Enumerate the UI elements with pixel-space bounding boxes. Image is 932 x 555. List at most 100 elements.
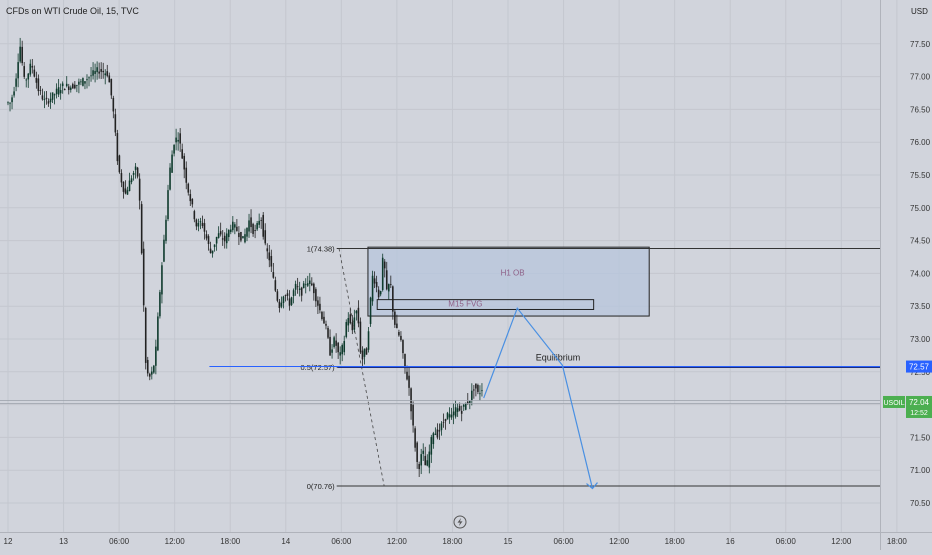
candle-body xyxy=(114,114,117,133)
currency-label[interactable]: USD xyxy=(911,7,928,16)
candle-body xyxy=(35,77,38,83)
y-tick-label: 76.50 xyxy=(910,105,931,114)
candle-body xyxy=(110,78,113,96)
candle-body xyxy=(49,98,52,103)
candle-body xyxy=(308,280,311,284)
candle-body xyxy=(59,90,62,94)
candle-body xyxy=(217,233,220,238)
y-tick-label: 76.00 xyxy=(910,138,931,147)
candle-body xyxy=(333,337,335,347)
candle-body xyxy=(229,229,232,232)
candle-body xyxy=(199,221,202,223)
candle-body xyxy=(142,248,145,306)
x-tick-label: 12:00 xyxy=(387,537,408,546)
candle-body xyxy=(462,404,465,407)
candle-body xyxy=(223,235,226,242)
candle-body xyxy=(471,390,473,401)
candle-body xyxy=(282,296,285,304)
candle-body xyxy=(151,371,153,375)
candle-body xyxy=(456,408,459,412)
candle-body xyxy=(373,278,376,284)
candle-body xyxy=(136,167,139,177)
current-price-badge-text: 72.04 xyxy=(909,398,930,407)
candle-body xyxy=(349,314,352,324)
candle-body xyxy=(53,94,56,96)
candle-body xyxy=(442,422,445,424)
candle-body xyxy=(67,86,70,90)
candle-body xyxy=(315,289,317,302)
equilibrium-label: Equilibrium xyxy=(536,353,581,363)
candle-body xyxy=(76,84,78,86)
h1-ob-zone xyxy=(367,246,650,317)
x-tick-label: 06:00 xyxy=(554,537,575,546)
candle-body xyxy=(296,286,299,288)
candle-body xyxy=(266,248,269,252)
candle-body xyxy=(47,101,50,104)
candle-body xyxy=(434,433,437,435)
candle-body xyxy=(41,95,44,100)
candle-body xyxy=(86,79,88,81)
candle-body xyxy=(157,316,159,351)
x-tick-label: 18:00 xyxy=(887,537,908,546)
candle-body xyxy=(234,224,236,228)
y-tick-label: 71.50 xyxy=(910,433,931,442)
candle-body xyxy=(438,430,441,432)
candle-body xyxy=(280,302,283,307)
h1-ob-label: H1 OB xyxy=(501,268,525,277)
candle-body xyxy=(418,464,420,470)
candle-body xyxy=(383,261,386,269)
y-tick-label: 73.00 xyxy=(910,335,931,344)
candle-body xyxy=(236,226,238,231)
y-tick-label: 74.50 xyxy=(910,237,931,246)
candle-body xyxy=(365,348,368,355)
candle-body xyxy=(57,87,60,95)
candle-body xyxy=(276,291,279,301)
y-tick-label: 70.50 xyxy=(910,499,931,508)
candle-body xyxy=(84,81,86,84)
candle-body xyxy=(213,244,216,248)
x-tick-label: 12:00 xyxy=(165,537,186,546)
annotations: 1(74.38) 0.5(72.57) 0(70.76) Equilibrium xyxy=(0,244,880,491)
candle-body xyxy=(13,91,15,96)
candles xyxy=(7,37,483,478)
candle-body xyxy=(240,232,242,241)
fib-level-label: 1(74.38) xyxy=(307,244,335,253)
lightning-icon[interactable] xyxy=(453,515,467,529)
candle-body xyxy=(272,272,275,278)
candle-body xyxy=(325,323,327,326)
candle-body xyxy=(94,70,96,74)
candle-body xyxy=(440,423,443,431)
candle-body xyxy=(80,81,82,83)
candle-body xyxy=(357,307,360,324)
candle-body xyxy=(394,311,396,325)
candle-body xyxy=(270,256,273,267)
candle-body xyxy=(359,321,362,353)
candle-body xyxy=(82,78,84,86)
candle-body xyxy=(337,342,339,353)
candle-body xyxy=(144,307,147,363)
candle-body xyxy=(37,78,40,92)
candle-body xyxy=(256,223,258,230)
candle-body xyxy=(426,460,429,466)
candle-body xyxy=(183,155,186,170)
candle-body xyxy=(98,71,100,74)
candle-body xyxy=(294,283,297,290)
candle-body xyxy=(286,293,289,296)
candle-body xyxy=(165,219,167,241)
x-tick-label: 18:00 xyxy=(442,537,463,546)
candle-body xyxy=(473,389,475,391)
candle-body xyxy=(313,283,315,294)
candle-body xyxy=(153,365,155,373)
candle-body xyxy=(146,359,149,374)
candle-body xyxy=(120,172,123,183)
candle-body xyxy=(55,88,58,95)
zones: H1 OB M15 FVG xyxy=(367,246,650,317)
projection-arrowhead xyxy=(586,482,598,490)
candle-body xyxy=(140,204,143,254)
candle-body xyxy=(134,166,137,170)
candle-body xyxy=(124,188,127,194)
candle-body xyxy=(122,181,125,192)
symbol-badge-text: USOIL xyxy=(883,400,904,407)
